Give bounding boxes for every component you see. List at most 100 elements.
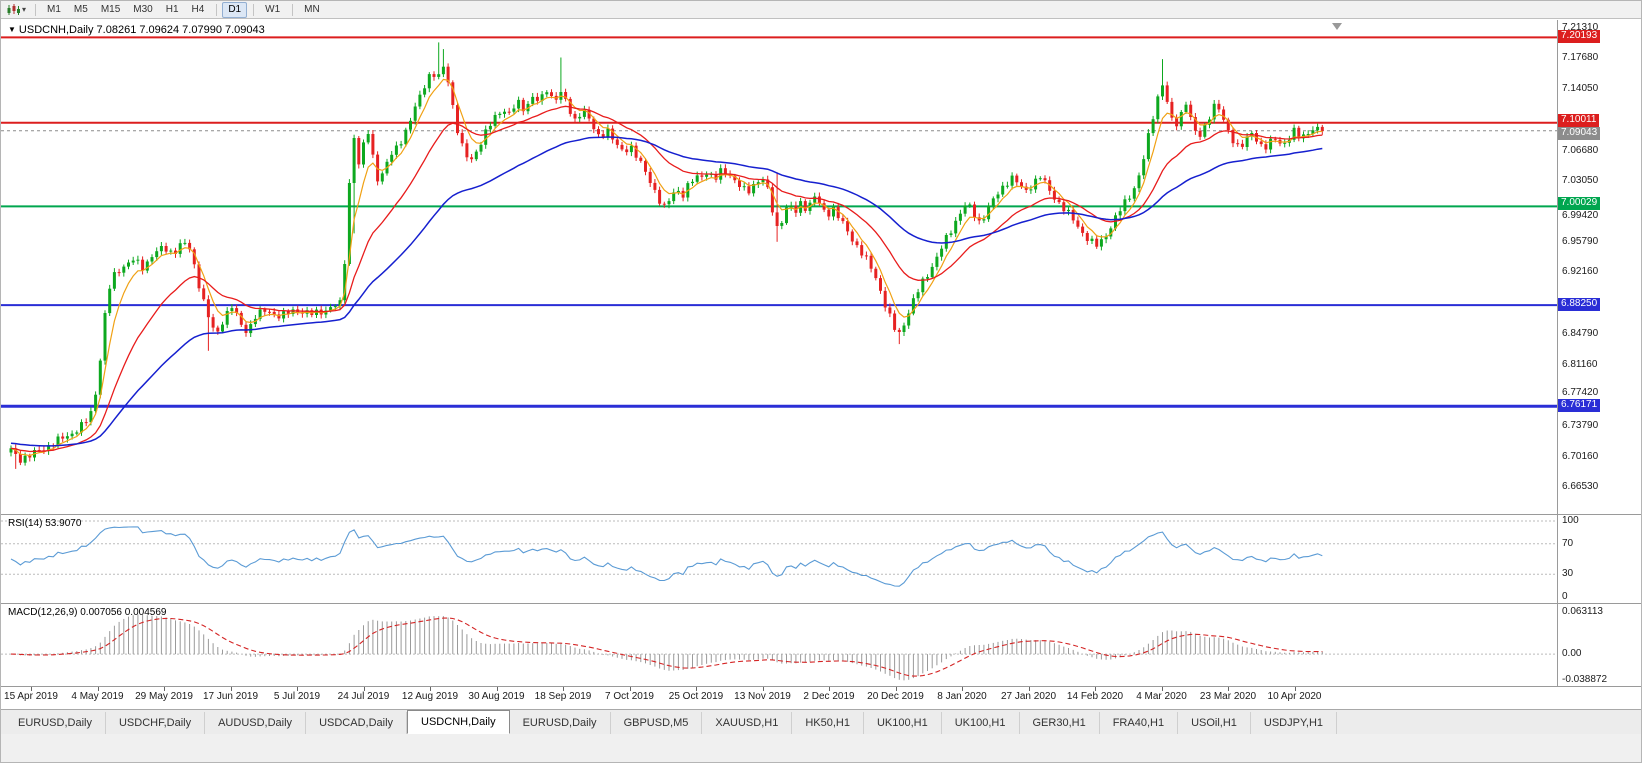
tab-12-fra40-h1[interactable]: FRA40,H1 [1100, 712, 1179, 734]
toolbar-separator [253, 3, 255, 16]
date-label: 29 May 2019 [135, 691, 193, 702]
price-axis-label: 6.92160 [1562, 266, 1599, 278]
date-label: 15 Apr 2019 [4, 691, 58, 702]
macd-indicator-chart[interactable] [1, 604, 1557, 686]
main-price-chart[interactable] [1, 20, 1557, 514]
price-axis-label: 6.70160 [1562, 450, 1599, 462]
panel-separator[interactable] [1, 603, 1641, 604]
date-label: 12 Aug 2019 [401, 691, 459, 702]
tab-2-audusd-daily[interactable]: AUDUSD,Daily [205, 712, 307, 734]
medium-ma-line [10, 105, 1323, 453]
time-tick [496, 687, 498, 691]
period-h1[interactable]: H1 [165, 3, 179, 15]
date-label: 14 Feb 2020 [1066, 691, 1124, 702]
time-tick [1028, 687, 1030, 691]
tab-7-xauusd-h1[interactable]: XAUUSD,H1 [702, 712, 793, 734]
candlestick-chart-icon[interactable] [5, 3, 21, 17]
tab-13-usoil-h1[interactable]: USOil,H1 [1178, 712, 1251, 734]
price-level-label: 7.20193 [1558, 30, 1601, 44]
symbol-period-label: USDCNH,Daily [18, 24, 94, 36]
price-axis-label: 7.06680 [1562, 144, 1599, 156]
time-tick [563, 687, 564, 691]
rsi-axis-label: 30 [1562, 568, 1574, 580]
date-label: 13 Nov 2019 [734, 691, 791, 702]
tab-9-uk100-h1[interactable]: UK100,H1 [864, 712, 942, 734]
ohlc-values: 7.08261 7.09624 7.07990 7.09043 [96, 24, 265, 36]
time-tick [31, 687, 32, 691]
price-level-label: 7.10011 [1558, 113, 1600, 127]
period-h4[interactable]: H4 [191, 3, 205, 15]
time-tick [1228, 687, 1229, 691]
time-tick [629, 687, 631, 691]
date-label: 8 Jan 2020 [937, 691, 987, 702]
price-axis-label: 6.99420 [1562, 210, 1599, 222]
tab-1-usdchf-daily[interactable]: USDCHF,Daily [106, 712, 206, 734]
timeframe-toolbar: ▾ M1 M5 M15 M30 H1 H4 D1 W1 MN [1, 1, 1641, 19]
date-label: 4 May 2019 [71, 691, 124, 702]
date-label: 25 Oct 2019 [668, 691, 724, 702]
date-label: 20 Dec 2019 [867, 691, 924, 702]
toolbar-separator [292, 3, 294, 16]
date-label: 17 Jun 2019 [202, 691, 259, 702]
date-label: 24 Jul 2019 [337, 691, 390, 702]
collapse-triangle-icon[interactable]: ▼ [8, 25, 16, 34]
time-tick [297, 687, 298, 691]
time-tick [1161, 687, 1163, 691]
price-axis-label: 7.14050 [1562, 82, 1599, 94]
toolbar-separator [216, 3, 218, 16]
tab-5-eurusd-daily[interactable]: EURUSD,Daily [510, 712, 611, 734]
price-axis-label: 7.17680 [1562, 52, 1599, 64]
macd-axis-label: -0.038872 [1562, 674, 1608, 685]
toolbar-separator [35, 3, 37, 16]
price-axis-label: 6.73790 [1562, 420, 1599, 432]
period-d1[interactable]: D1 [222, 1, 248, 18]
chart-info-line: ▼ USDCNH,Daily 7.08261 7.09624 7.07990 7.… [8, 24, 265, 36]
fast-ma-line [10, 78, 1323, 457]
period-button-group: M1 M5 M15 M30 H1 H4 D1 W1 MN [41, 1, 327, 18]
tab-8-hk50-h1[interactable]: HK50,H1 [792, 712, 864, 734]
rsi-line [10, 526, 1323, 587]
period-m15[interactable]: M15 [100, 3, 121, 15]
time-tick [363, 687, 365, 691]
date-label: 23 Mar 2020 [1199, 691, 1257, 702]
period-mn[interactable]: MN [304, 3, 320, 15]
rsi-axis-label: 70 [1562, 537, 1574, 549]
rsi-indicator-label: RSI(14) 53.9070 [8, 518, 82, 529]
tab-14-usdjpy-h1[interactable]: USDJPY,H1 [1251, 712, 1338, 734]
panel-separator[interactable] [1, 514, 1641, 515]
price-axis-label: 6.84790 [1562, 328, 1599, 340]
chevron-down-icon[interactable]: ▾ [22, 5, 27, 14]
tab-11-ger30-h1[interactable]: GER30,H1 [1020, 712, 1100, 734]
price-axis-label: 7.03050 [1562, 175, 1599, 187]
date-label: 5 Jul 2019 [273, 691, 321, 702]
date-label: 10 Apr 2020 [1267, 691, 1322, 702]
tab-3-usdcad-daily[interactable]: USDCAD,Daily [306, 712, 408, 734]
period-m1[interactable]: M1 [47, 3, 61, 15]
rsi-axis-label: 0 [1562, 591, 1568, 602]
chart-shift-marker-icon[interactable] [1332, 23, 1342, 30]
macd-signal-line [10, 617, 1323, 677]
period-w1[interactable]: W1 [265, 3, 281, 15]
period-m30[interactable]: M30 [133, 3, 153, 15]
time-tick [97, 687, 99, 691]
time-tick [164, 687, 165, 691]
date-label: 27 Jan 2020 [1000, 691, 1057, 702]
window-background [1, 734, 1641, 762]
time-tick [962, 687, 963, 691]
tab-10-uk100-h1[interactable]: UK100,H1 [942, 712, 1020, 734]
tab-6-gbpusd-m5[interactable]: GBPUSD,M5 [611, 712, 703, 734]
time-tick [829, 687, 830, 691]
price-axis-label: 6.77420 [1562, 386, 1599, 398]
time-tick [1095, 687, 1096, 691]
chart-tab-bar: EURUSD,Daily USDCHF,Daily AUDUSD,Daily USDC… [1, 709, 1641, 734]
price-axis-label: 6.66530 [1562, 481, 1599, 493]
period-m5[interactable]: M5 [73, 3, 88, 15]
time-tick [895, 687, 897, 691]
tab-0-eurusd-daily[interactable]: EURUSD,Daily [5, 712, 106, 734]
rsi-indicator-chart[interactable] [1, 515, 1557, 603]
tab-4-usdcnh-daily[interactable]: USDCNH,Daily [407, 710, 510, 734]
macd-indicator-label: MACD(12,26,9) 0.007056 0.004569 [8, 607, 167, 618]
price-axis-label: 6.81160 [1562, 358, 1598, 370]
time-tick [230, 687, 232, 691]
